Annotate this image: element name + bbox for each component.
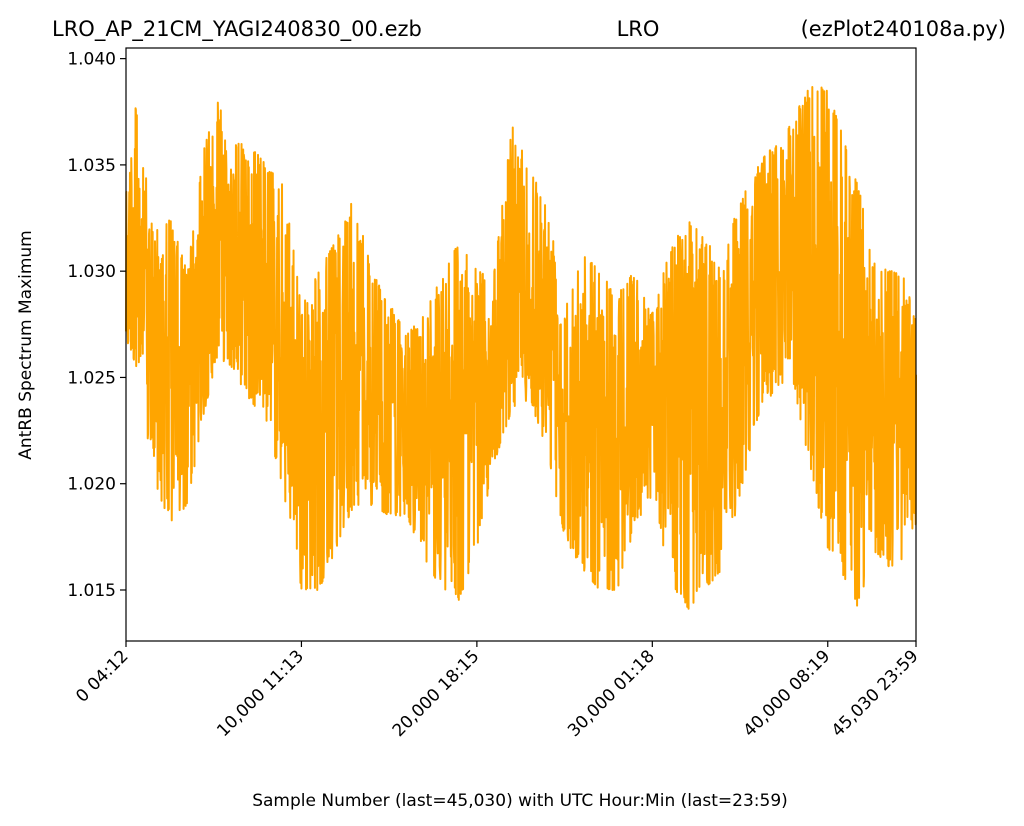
y-tick-label: 1.040 — [67, 50, 116, 70]
x-axis-label: Sample Number (last=45,030) with UTC Hou… — [252, 791, 788, 811]
series-line — [125, 85, 917, 610]
x-tick-label: 20,000 18:15 — [389, 646, 484, 741]
plot-frame — [125, 47, 917, 642]
title-filename: LRO_AP_21CM_YAGI240830_00.ezb — [52, 17, 422, 42]
x-tick-label: 40,000 08:19 — [740, 646, 835, 741]
y-axis: 1.015 1.020 1.025 1.030 1.035 1.040 — [67, 50, 126, 601]
x-tick-label: 0 04:12 — [72, 646, 132, 706]
x-axis: 0 04:12 10,000 11:13 20,000 18:15 30,000 01… — [72, 641, 923, 741]
plot-area — [125, 85, 917, 610]
title-station: LRO — [617, 17, 660, 41]
y-tick-label: 1.035 — [67, 156, 116, 176]
x-tick-label: 45,030 23:59 — [828, 646, 923, 741]
x-tick-label: 10,000 11:13 — [213, 646, 308, 741]
x-tick-label: 30,000 01:18 — [564, 646, 659, 741]
y-axis-label: AntRB Spectrum Maximum — [16, 230, 36, 460]
y-tick-label: 1.025 — [67, 368, 116, 388]
title-script: (ezPlot240108a.py) — [801, 17, 1006, 41]
y-tick-label: 1.030 — [67, 262, 116, 282]
chart-title: LRO_AP_21CM_YAGI240830_00.ezb LRO (ezPlo… — [52, 17, 1006, 42]
y-tick-label: 1.015 — [67, 581, 116, 601]
y-tick-label: 1.020 — [67, 475, 116, 495]
